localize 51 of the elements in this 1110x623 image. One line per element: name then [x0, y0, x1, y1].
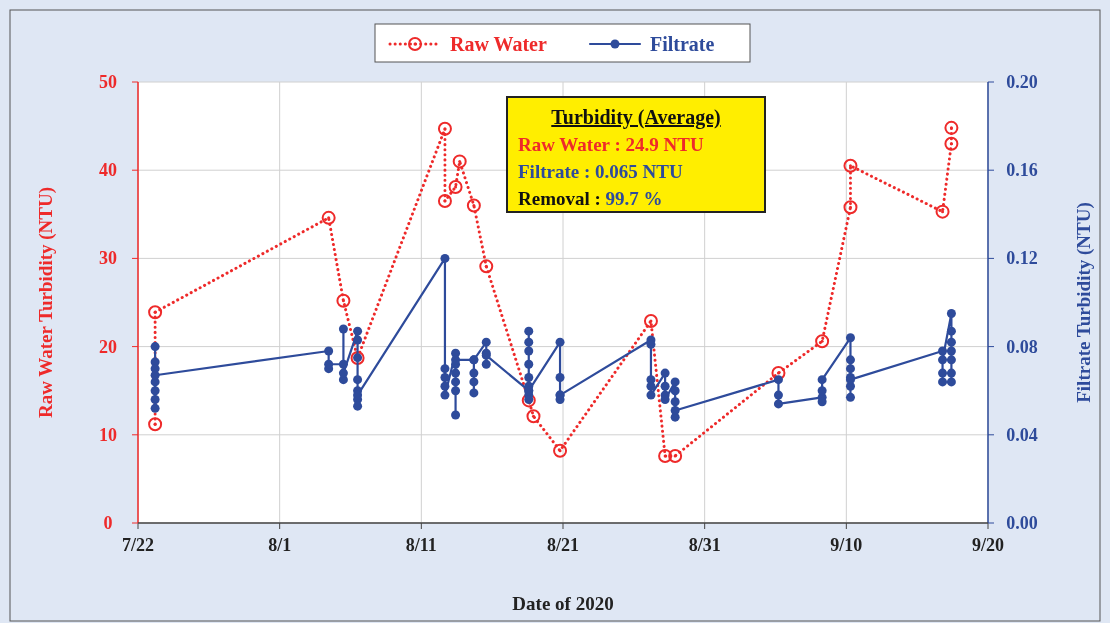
point: [526, 409, 541, 424]
point: [521, 393, 536, 408]
y2-axis-title: Filtrate Turbidity (NTU): [1073, 202, 1095, 403]
point: [771, 366, 786, 381]
point: [553, 443, 568, 458]
point: [815, 334, 830, 349]
point: [321, 210, 336, 225]
point: [944, 136, 959, 151]
y-tick-label: 10: [99, 424, 117, 445]
y2-tick-label: 0.04: [1006, 424, 1038, 445]
point: [148, 305, 163, 320]
point: [843, 158, 858, 173]
annotation: Raw Water : 24.9 NTU: [518, 134, 704, 155]
legend-label: Filtrate: [650, 33, 715, 55]
x-tick-label: 8/31: [688, 535, 721, 555]
point: [668, 448, 683, 463]
y-tick-label: 20: [99, 336, 117, 357]
point: [479, 259, 494, 274]
point: [437, 194, 452, 209]
x-tick-label: 8/11: [405, 535, 437, 555]
x-tick-label: 7/22: [121, 535, 155, 555]
point: [448, 179, 463, 194]
point: [148, 417, 163, 432]
x-axis-title: Date of 2020: [512, 593, 614, 614]
x-tick-label: 8/1: [268, 535, 292, 555]
point: [658, 448, 673, 463]
annotation: Removal : 99.7 %: [518, 188, 663, 209]
point: [935, 204, 950, 219]
annotation: Turbidity (Average): [551, 106, 721, 129]
point: [452, 154, 467, 169]
y2-tick-label: 0.16: [1006, 160, 1038, 181]
y-tick-label: 0: [103, 513, 113, 533]
y-tick-label: 30: [99, 248, 117, 269]
point: [643, 314, 658, 329]
point: [466, 198, 481, 213]
y2-tick-label: 0.00: [1006, 513, 1038, 533]
legend-label: Raw Water: [450, 33, 547, 55]
y-axis-title: Raw Water Turbidity (NTU): [35, 186, 57, 419]
y2-tick-label: 0.08: [1006, 336, 1038, 357]
annotation: Filtrate : 0.065 NTU: [518, 161, 683, 182]
y-tick-label: 50: [99, 72, 117, 92]
x-tick-label: 8/21: [546, 535, 580, 555]
point: [843, 200, 858, 215]
y-tick-label: 40: [99, 160, 117, 181]
point: [944, 120, 959, 135]
y2-tick-label: 0.12: [1006, 248, 1038, 269]
x-tick-label: 9/10: [830, 535, 863, 555]
point: [336, 293, 351, 308]
y2-tick-label: 0.20: [1006, 72, 1038, 92]
point: [437, 121, 452, 136]
x-tick-label: 9/20: [971, 535, 1005, 555]
